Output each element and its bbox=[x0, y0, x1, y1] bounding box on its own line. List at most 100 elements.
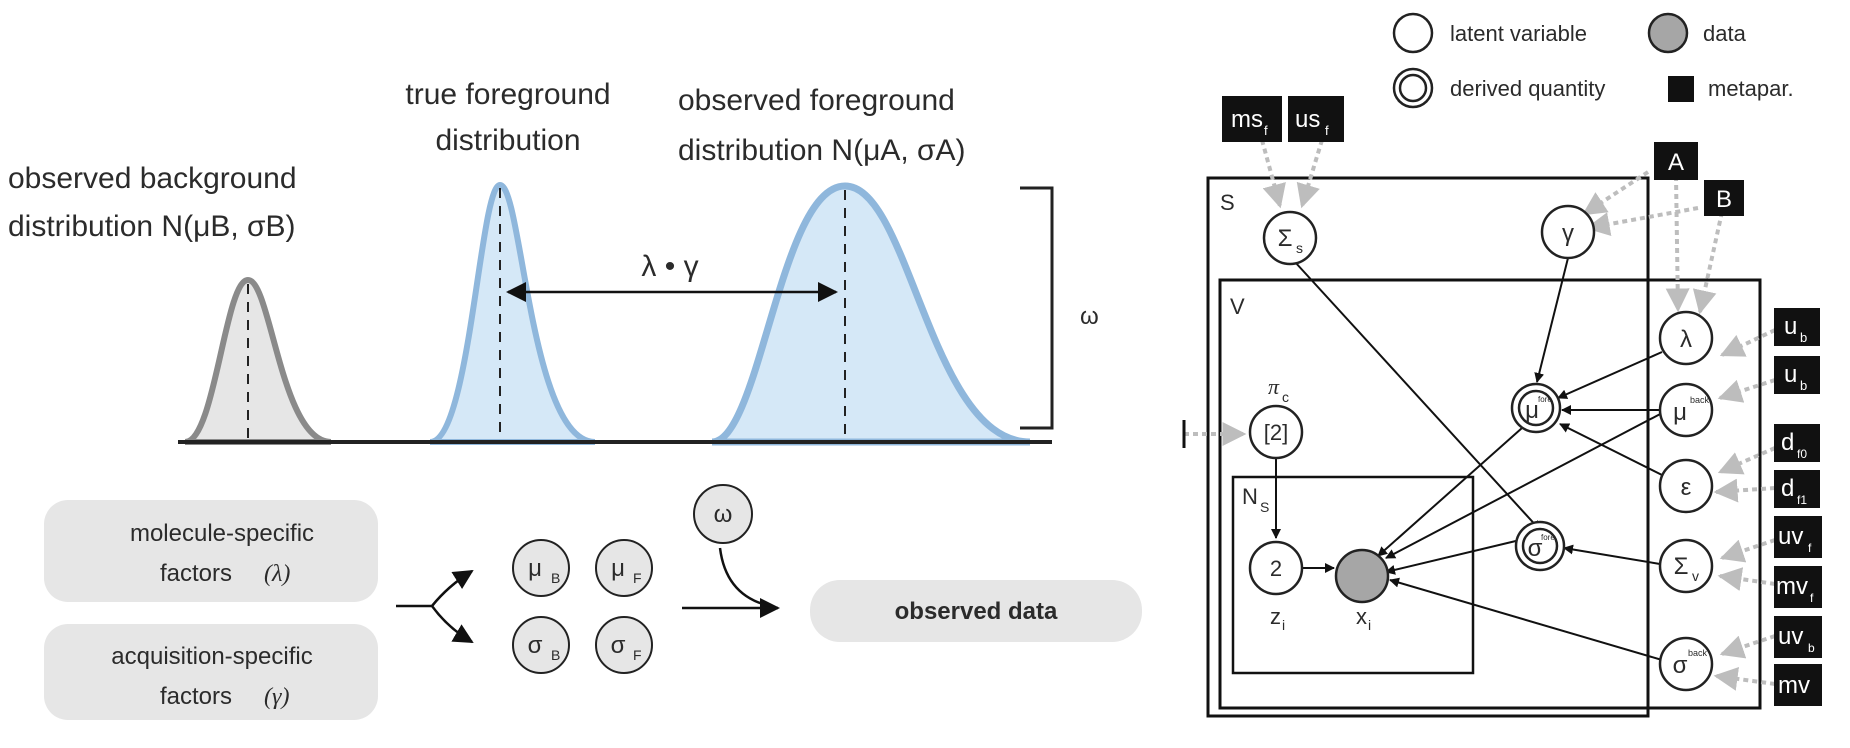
svg-text:observed background: observed background bbox=[8, 162, 297, 195]
svg-text:fore: fore bbox=[1541, 533, 1555, 542]
observed-data-label: observed data bbox=[895, 598, 1058, 625]
meta-uv-b: uv b bbox=[1774, 616, 1822, 658]
svg-text:b: b bbox=[1808, 641, 1815, 655]
meta-ms-f: ms f bbox=[1222, 96, 1282, 142]
svg-text:B: B bbox=[551, 647, 560, 663]
svg-text:v: v bbox=[1692, 568, 1699, 584]
svg-text:back: back bbox=[1690, 395, 1710, 405]
svg-text:c: c bbox=[1282, 389, 1289, 405]
legend-data-label: data bbox=[1703, 21, 1747, 46]
svg-text:σ: σ bbox=[528, 632, 543, 659]
svg-text:F: F bbox=[633, 647, 642, 663]
legend-metapar-icon bbox=[1668, 76, 1694, 102]
svg-text:u: u bbox=[1784, 313, 1797, 340]
gamma-node: γ bbox=[1540, 204, 1596, 260]
acquisition-factors-box bbox=[44, 624, 378, 720]
svg-text:S: S bbox=[1220, 190, 1235, 215]
svg-text:B: B bbox=[1716, 186, 1732, 213]
svg-text:back: back bbox=[1688, 648, 1708, 658]
meta-A: A bbox=[1654, 142, 1698, 180]
acquisition-symbol: (γ) bbox=[264, 684, 289, 710]
meta-u-b-1: u b bbox=[1774, 308, 1820, 346]
meta-d-f0: d f0 bbox=[1774, 424, 1820, 462]
molecule-label-1: molecule-specific bbox=[130, 520, 314, 547]
legend-derived-label: derived quantity bbox=[1450, 76, 1605, 101]
svg-text:distribution N(μB, σB): distribution N(μB, σB) bbox=[8, 210, 296, 243]
meta-mv: mv bbox=[1774, 664, 1822, 706]
svg-text:σ: σ bbox=[1673, 652, 1688, 679]
distribution-labels: observed background distribution N(μB, σ… bbox=[8, 78, 1099, 330]
svg-text:uv: uv bbox=[1778, 623, 1803, 650]
svg-text:d: d bbox=[1781, 429, 1794, 456]
svg-text:σ: σ bbox=[611, 632, 626, 659]
param-mu-f: μ F bbox=[595, 539, 653, 597]
svg-text:ω: ω bbox=[714, 501, 733, 528]
svg-text:λ: λ bbox=[1680, 326, 1692, 353]
observed-foreground-curve bbox=[711, 182, 1031, 446]
model-edges bbox=[1271, 257, 1665, 661]
svg-text:f1: f1 bbox=[1797, 493, 1807, 507]
svg-text:S: S bbox=[1260, 499, 1269, 515]
true-fg-label-1: true foreground bbox=[405, 78, 610, 111]
svg-text:s: s bbox=[1296, 240, 1303, 256]
svg-text:i: i bbox=[1368, 617, 1371, 633]
svg-text:x: x bbox=[1356, 604, 1367, 629]
meta-uv-f: uv f bbox=[1774, 516, 1822, 558]
legend: latent variable data derived quantity me… bbox=[1392, 12, 1794, 109]
svg-text:fore: fore bbox=[1538, 395, 1552, 404]
distribution-plot bbox=[178, 181, 1054, 446]
meta-us-f: us f bbox=[1288, 96, 1344, 142]
graphical-model: S V N S bbox=[1182, 96, 1822, 718]
svg-text:d: d bbox=[1781, 475, 1794, 502]
svg-text:mv: mv bbox=[1778, 672, 1810, 699]
svg-text:ms: ms bbox=[1231, 106, 1263, 133]
mu-fore-node: μ fore bbox=[1510, 382, 1562, 434]
acquisition-label-1: acquisition-specific bbox=[111, 643, 312, 670]
svg-text:uv: uv bbox=[1778, 523, 1803, 550]
svg-text:f: f bbox=[1325, 123, 1329, 138]
sigma-s-node: Σ s bbox=[1262, 210, 1318, 266]
background-distribution-curve bbox=[184, 276, 332, 445]
omega-bracket bbox=[1020, 186, 1054, 430]
plate-N bbox=[1231, 475, 1475, 675]
sigma-fore-node: σ fore bbox=[1514, 520, 1566, 572]
meta-d-f1: d f1 bbox=[1774, 470, 1820, 508]
x-data-node: x i bbox=[1334, 548, 1390, 633]
meta-mv-f: mv f bbox=[1774, 566, 1822, 608]
svg-text:u: u bbox=[1784, 361, 1797, 388]
molecule-factors-box bbox=[44, 500, 378, 602]
z-node: 2 z i bbox=[1248, 540, 1304, 633]
param-sigma-f: σ F bbox=[595, 616, 653, 674]
svg-text:2: 2 bbox=[1270, 556, 1282, 581]
svg-text:[2]: [2] bbox=[1264, 420, 1288, 445]
svg-text:f: f bbox=[1808, 541, 1812, 555]
plate-V bbox=[1218, 278, 1762, 710]
observed-data-box bbox=[810, 580, 1142, 642]
svg-text:F: F bbox=[633, 570, 642, 586]
true-fg-label-2: distribution bbox=[435, 124, 580, 157]
param-sigma-b: σ B bbox=[512, 616, 570, 674]
svg-text:us: us bbox=[1295, 106, 1320, 133]
svg-text:z: z bbox=[1270, 604, 1281, 629]
svg-text:mv: mv bbox=[1776, 573, 1808, 600]
metapar-arrows bbox=[1184, 139, 1776, 691]
shift-label: λ • γ bbox=[641, 250, 698, 283]
omega-node: ω bbox=[693, 484, 753, 544]
svg-text:μ: μ bbox=[1525, 397, 1539, 424]
molecule-label-2: factors bbox=[160, 560, 232, 587]
background-label-2: distribution N(μB, σB) bbox=[8, 210, 296, 243]
background-label-1: observed background bbox=[8, 162, 297, 195]
svg-text:γ: γ bbox=[1562, 220, 1574, 247]
param-mu-b: μ B bbox=[512, 539, 570, 597]
svg-text:σ: σ bbox=[1528, 535, 1543, 562]
svg-text:true foreground: true foreground bbox=[405, 78, 610, 111]
factor-flow: molecule-specific factors (λ) acquisitio… bbox=[44, 484, 1142, 720]
svg-text:distribution: distribution bbox=[435, 124, 580, 157]
plate-S bbox=[1206, 176, 1650, 718]
pi-node: π c [2] bbox=[1248, 374, 1304, 460]
svg-text:f: f bbox=[1810, 591, 1814, 605]
svg-text:μ: μ bbox=[1673, 399, 1687, 426]
obs-fg-label-2: distribution N(μA, σA) bbox=[678, 134, 966, 167]
svg-text:Σ: Σ bbox=[1674, 553, 1689, 580]
